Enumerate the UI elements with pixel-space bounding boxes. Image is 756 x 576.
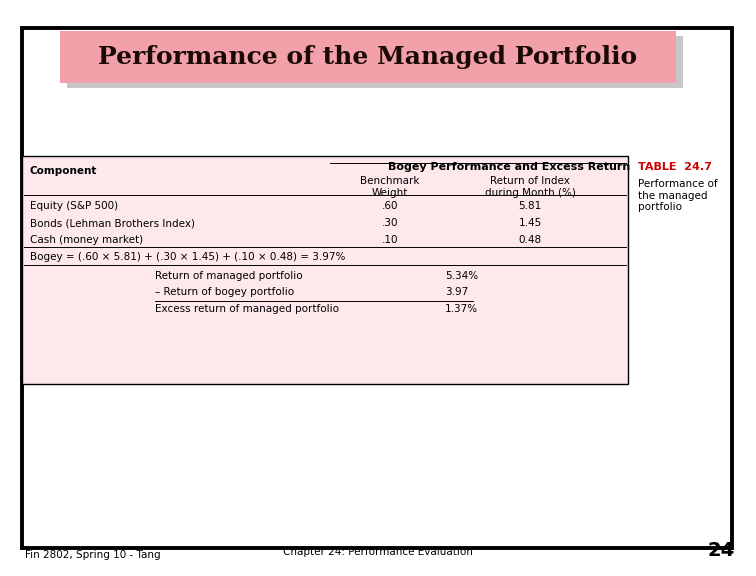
FancyBboxPatch shape — [22, 28, 732, 548]
Text: Component: Component — [30, 166, 98, 176]
Text: Performance of the Managed Portfolio: Performance of the Managed Portfolio — [98, 45, 637, 69]
FancyBboxPatch shape — [60, 31, 676, 83]
Text: Chapter 24: Performance Evaluation: Chapter 24: Performance Evaluation — [283, 547, 473, 557]
Text: – Return of bogey portfolio: – Return of bogey portfolio — [155, 287, 294, 297]
Text: 3.97: 3.97 — [445, 287, 468, 297]
Text: Equity (S&P 500): Equity (S&P 500) — [30, 201, 118, 211]
Text: Return of managed portfolio: Return of managed portfolio — [155, 271, 302, 281]
Text: Fin 2802, Spring 10 - Tang: Fin 2802, Spring 10 - Tang — [25, 550, 160, 560]
Text: 1.45: 1.45 — [519, 218, 541, 228]
Text: Cash (money market): Cash (money market) — [30, 235, 143, 245]
Text: .10: .10 — [382, 235, 398, 245]
Text: TABLE  24.7: TABLE 24.7 — [638, 162, 712, 172]
Text: Benchmark
Weight: Benchmark Weight — [361, 176, 420, 198]
Text: 24: 24 — [708, 541, 735, 560]
Text: Excess return of managed portfolio: Excess return of managed portfolio — [155, 304, 339, 314]
Text: 0.48: 0.48 — [519, 235, 541, 245]
FancyBboxPatch shape — [22, 156, 628, 384]
Text: Bogey Performance and Excess Return: Bogey Performance and Excess Return — [388, 162, 630, 172]
FancyBboxPatch shape — [67, 36, 683, 88]
Text: Return of Index
during Month (%): Return of Index during Month (%) — [485, 176, 575, 198]
Text: 5.34%: 5.34% — [445, 271, 478, 281]
Text: .60: .60 — [382, 201, 398, 211]
Text: .30: .30 — [382, 218, 398, 228]
Text: 1.37%: 1.37% — [445, 304, 478, 314]
Text: Performance of
the managed
portfolio: Performance of the managed portfolio — [638, 179, 717, 212]
Text: Bonds (Lehman Brothers Index): Bonds (Lehman Brothers Index) — [30, 218, 195, 228]
Text: Bogey = (.60 × 5.81) + (.30 × 1.45) + (.10 × 0.48) = 3.97%: Bogey = (.60 × 5.81) + (.30 × 1.45) + (.… — [30, 252, 345, 262]
Text: 5.81: 5.81 — [519, 201, 541, 211]
